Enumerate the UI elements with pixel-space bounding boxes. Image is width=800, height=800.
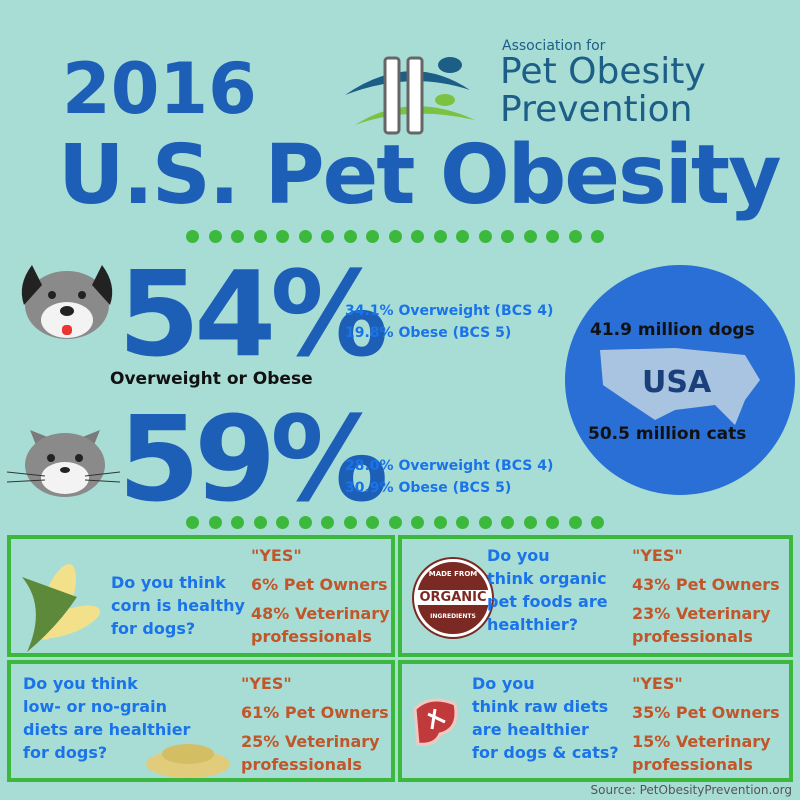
question-line: think organic <box>487 569 607 588</box>
yes-label: "YES" <box>241 674 292 693</box>
main-title: U.S. Pet Obesity <box>58 128 782 223</box>
question-line: pet foods are <box>487 592 608 611</box>
question-box-organic: MADE FROM ORGANIC INGREDIENTS Do you think … <box>398 535 793 657</box>
question-box-raw: Do you think raw diets are healthier for do… <box>398 660 793 782</box>
cat-percent: 59% <box>118 390 388 528</box>
logo-icon <box>340 40 475 135</box>
dog-obese: 19.8% Obese (BCS 5) <box>345 325 512 341</box>
dog-overweight: 34.1% Overweight (BCS 4) <box>345 303 554 319</box>
question-line: corn is healthy <box>111 596 245 615</box>
vets-stat-line2: professionals <box>632 755 753 774</box>
dog-icon <box>12 245 122 349</box>
overweight-label: Overweight or Obese <box>110 369 313 389</box>
question-line: for dogs? <box>111 619 196 638</box>
organic-badge-icon: MADE FROM ORGANIC INGREDIENTS <box>414 559 492 637</box>
question-line: low- or no-grain <box>23 697 167 716</box>
vets-stat-line2: professionals <box>632 627 753 646</box>
question-box-grain: Do you think low- or no-grain diets are he… <box>7 660 395 782</box>
question-line: think raw diets <box>472 697 609 716</box>
cat-overweight: 28.0% Overweight (BCS 4) <box>345 458 554 474</box>
pet-owners-stat: 43% Pet Owners <box>632 575 780 594</box>
usa-map-icon <box>600 348 760 425</box>
corn-icon <box>22 564 101 652</box>
vets-stat: 25% Veterinary <box>241 732 380 751</box>
usa-circle <box>565 265 795 495</box>
question-line: Do you <box>487 546 550 565</box>
pet-owners-stat: 6% Pet Owners <box>251 575 388 594</box>
vets-stat: 15% Veterinary <box>632 732 771 751</box>
source-text: Source: PetObesityPrevention.org <box>590 783 792 797</box>
grain-pile-icon <box>146 744 230 778</box>
logo-line3: Prevention <box>500 89 693 130</box>
usa-label: USA <box>642 365 712 400</box>
question-line: diets are healthier <box>23 720 191 739</box>
divider-dots-bottom <box>186 516 604 529</box>
divider-dots-top <box>186 230 604 243</box>
yes-label: "YES" <box>632 546 683 565</box>
question-line: Do you <box>472 674 535 693</box>
question-line: Do you think <box>111 573 226 592</box>
question-line: are healthier <box>472 720 589 739</box>
question-box-corn: Do you think corn is healthy for dogs? "YE… <box>7 535 395 657</box>
yes-label: "YES" <box>632 674 683 693</box>
pet-owners-stat: 61% Pet Owners <box>241 703 389 722</box>
year-title: 2016 <box>62 48 257 130</box>
vets-stat: 48% Veterinary <box>251 604 390 623</box>
pet-owners-stat: 35% Pet Owners <box>632 703 780 722</box>
steak-icon <box>413 698 458 746</box>
usa-cats: 50.5 million cats <box>588 424 747 444</box>
vets-stat-line2: professionals <box>241 755 362 774</box>
question-line: for dogs & cats? <box>472 743 619 762</box>
vets-stat: 23% Veterinary <box>632 604 771 623</box>
yes-label: "YES" <box>251 546 302 565</box>
logo-line2: Pet Obesity <box>500 51 706 92</box>
question-line: for dogs? <box>23 743 108 762</box>
cat-obese: 30.9% Obese (BCS 5) <box>345 480 512 496</box>
usa-dogs: 41.9 million dogs <box>590 320 755 340</box>
question-line: healthier? <box>487 615 579 634</box>
cat-icon <box>5 410 121 509</box>
logo-line1: Association for <box>502 38 606 54</box>
question-line: Do you think <box>23 674 138 693</box>
dog-percent: 54% <box>118 245 388 383</box>
vets-stat-line2: professionals <box>251 627 372 646</box>
